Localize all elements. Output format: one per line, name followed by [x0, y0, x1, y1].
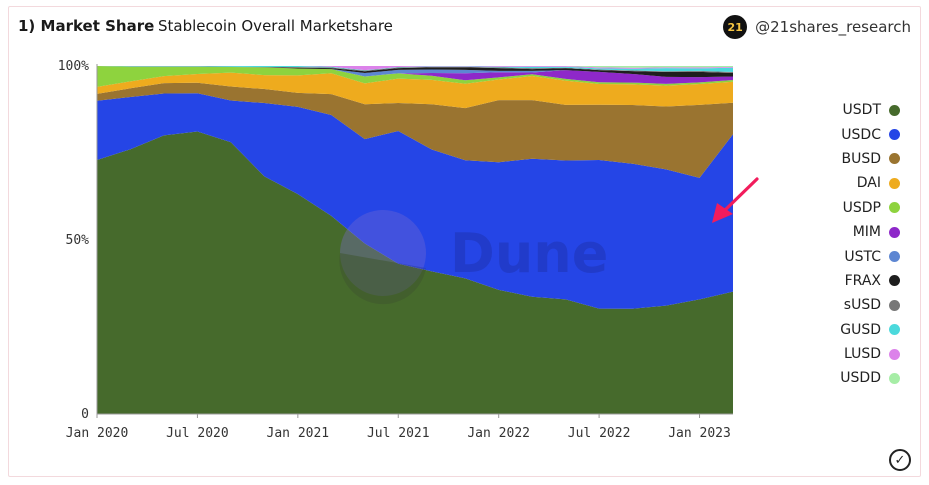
- legend-label: USDC: [841, 126, 881, 143]
- brand-handle[interactable]: @21shares_research: [755, 18, 911, 36]
- axis-layer: 0 50% 100% Jan 2020 Jul 2020 Jan 2021 Jul 2021…: [58, 59, 733, 441]
- area-ustc[interactable]: [97, 66, 733, 78]
- x-tick-label: Jan 2020: [66, 426, 129, 441]
- legend-item-frax[interactable]: FRAX: [820, 269, 900, 293]
- area-gusd[interactable]: [97, 66, 733, 72]
- legend-dot-icon: [889, 324, 900, 336]
- legend-item-usdp[interactable]: USDP: [820, 196, 900, 220]
- area-dai[interactable]: [97, 72, 733, 109]
- legend-label: MIM: [852, 224, 881, 241]
- x-tick-label: Jan 2021: [267, 426, 330, 441]
- chart-subtitle: Stablecoin Overall Marketshare: [158, 17, 393, 35]
- legend-label: FRAX: [844, 272, 881, 289]
- y-tick-label: 50%: [66, 233, 90, 248]
- dune-watermark: Dune: [339, 210, 608, 305]
- y-tick-label: 100%: [58, 59, 89, 74]
- legend-dot-icon: [889, 299, 900, 311]
- area-frax[interactable]: [97, 66, 733, 78]
- legend-dot-icon: [889, 348, 900, 360]
- brand[interactable]: 21 @21shares_research: [723, 15, 911, 39]
- legend-dot-icon: [889, 251, 900, 263]
- chart-title: 1) Market Share: [18, 17, 155, 35]
- area-usdp[interactable]: [97, 66, 733, 87]
- brand-logo-icon: 21: [723, 15, 748, 39]
- legend-item-lusd[interactable]: LUSD: [820, 342, 900, 366]
- legend-label: LUSD: [843, 346, 881, 363]
- legend-item-busd[interactable]: BUSD: [820, 147, 900, 171]
- area-mim[interactable]: [97, 66, 733, 84]
- legend-item-usdt[interactable]: USDT: [820, 98, 900, 122]
- area-layer: [97, 66, 733, 414]
- x-tick-label: Jul 2021: [367, 426, 430, 441]
- legend-item-susd[interactable]: sUSD: [820, 293, 900, 317]
- dune-watermark-icon-shade: [339, 253, 426, 305]
- x-tick-label: Jan 2022: [467, 426, 530, 441]
- y-tick-label: 0: [81, 407, 89, 422]
- legend-dot-icon: [889, 372, 900, 384]
- legend-item-usdd[interactable]: USDD: [820, 366, 900, 390]
- check-icon[interactable]: ✓: [889, 449, 911, 471]
- annotation-arrow: [712, 177, 759, 223]
- x-tick-label: Jul 2020: [166, 426, 229, 441]
- legend-item-ustc[interactable]: USTC: [820, 244, 900, 268]
- area-busd[interactable]: [97, 82, 733, 178]
- area-usdd[interactable]: [97, 66, 733, 68]
- legend-dot-icon: [889, 226, 900, 238]
- legend-dot-icon: [889, 275, 900, 287]
- area-susd[interactable]: [97, 66, 733, 73]
- legend-label: sUSD: [843, 297, 881, 314]
- dune-watermark-icon: [340, 210, 426, 296]
- x-tick-label: Jul 2022: [568, 426, 631, 441]
- legend-item-dai[interactable]: DAI: [820, 171, 900, 195]
- legend-item-gusd[interactable]: GUSD: [820, 318, 900, 342]
- legend-label: BUSD: [841, 150, 881, 167]
- legend-item-usdc[interactable]: USDC: [820, 122, 900, 146]
- legend-item-mim[interactable]: MIM: [820, 220, 900, 244]
- area-lusd[interactable]: [97, 66, 733, 71]
- x-tick-label: Jan 2023: [668, 426, 731, 441]
- area-usdc[interactable]: [97, 93, 733, 309]
- chart-card: [8, 6, 921, 477]
- legend: USDT USDC BUSD DAI USDP MIM USTC FRAX sUSD GUSD LU…: [820, 98, 900, 391]
- legend-dot-icon: [889, 104, 900, 116]
- legend-dot-icon: [889, 129, 900, 141]
- legend-label: DAI: [856, 175, 881, 192]
- legend-label: GUSD: [840, 321, 881, 338]
- legend-dot-icon: [889, 153, 900, 165]
- legend-label: USDD: [840, 370, 881, 387]
- area-usdt[interactable]: [97, 131, 733, 414]
- dune-watermark-text: Dune: [450, 222, 608, 285]
- legend-label: USTC: [844, 248, 881, 265]
- legend-label: USDT: [842, 102, 881, 119]
- legend-dot-icon: [889, 202, 900, 214]
- legend-label: USDP: [842, 199, 881, 216]
- legend-dot-icon: [889, 177, 900, 189]
